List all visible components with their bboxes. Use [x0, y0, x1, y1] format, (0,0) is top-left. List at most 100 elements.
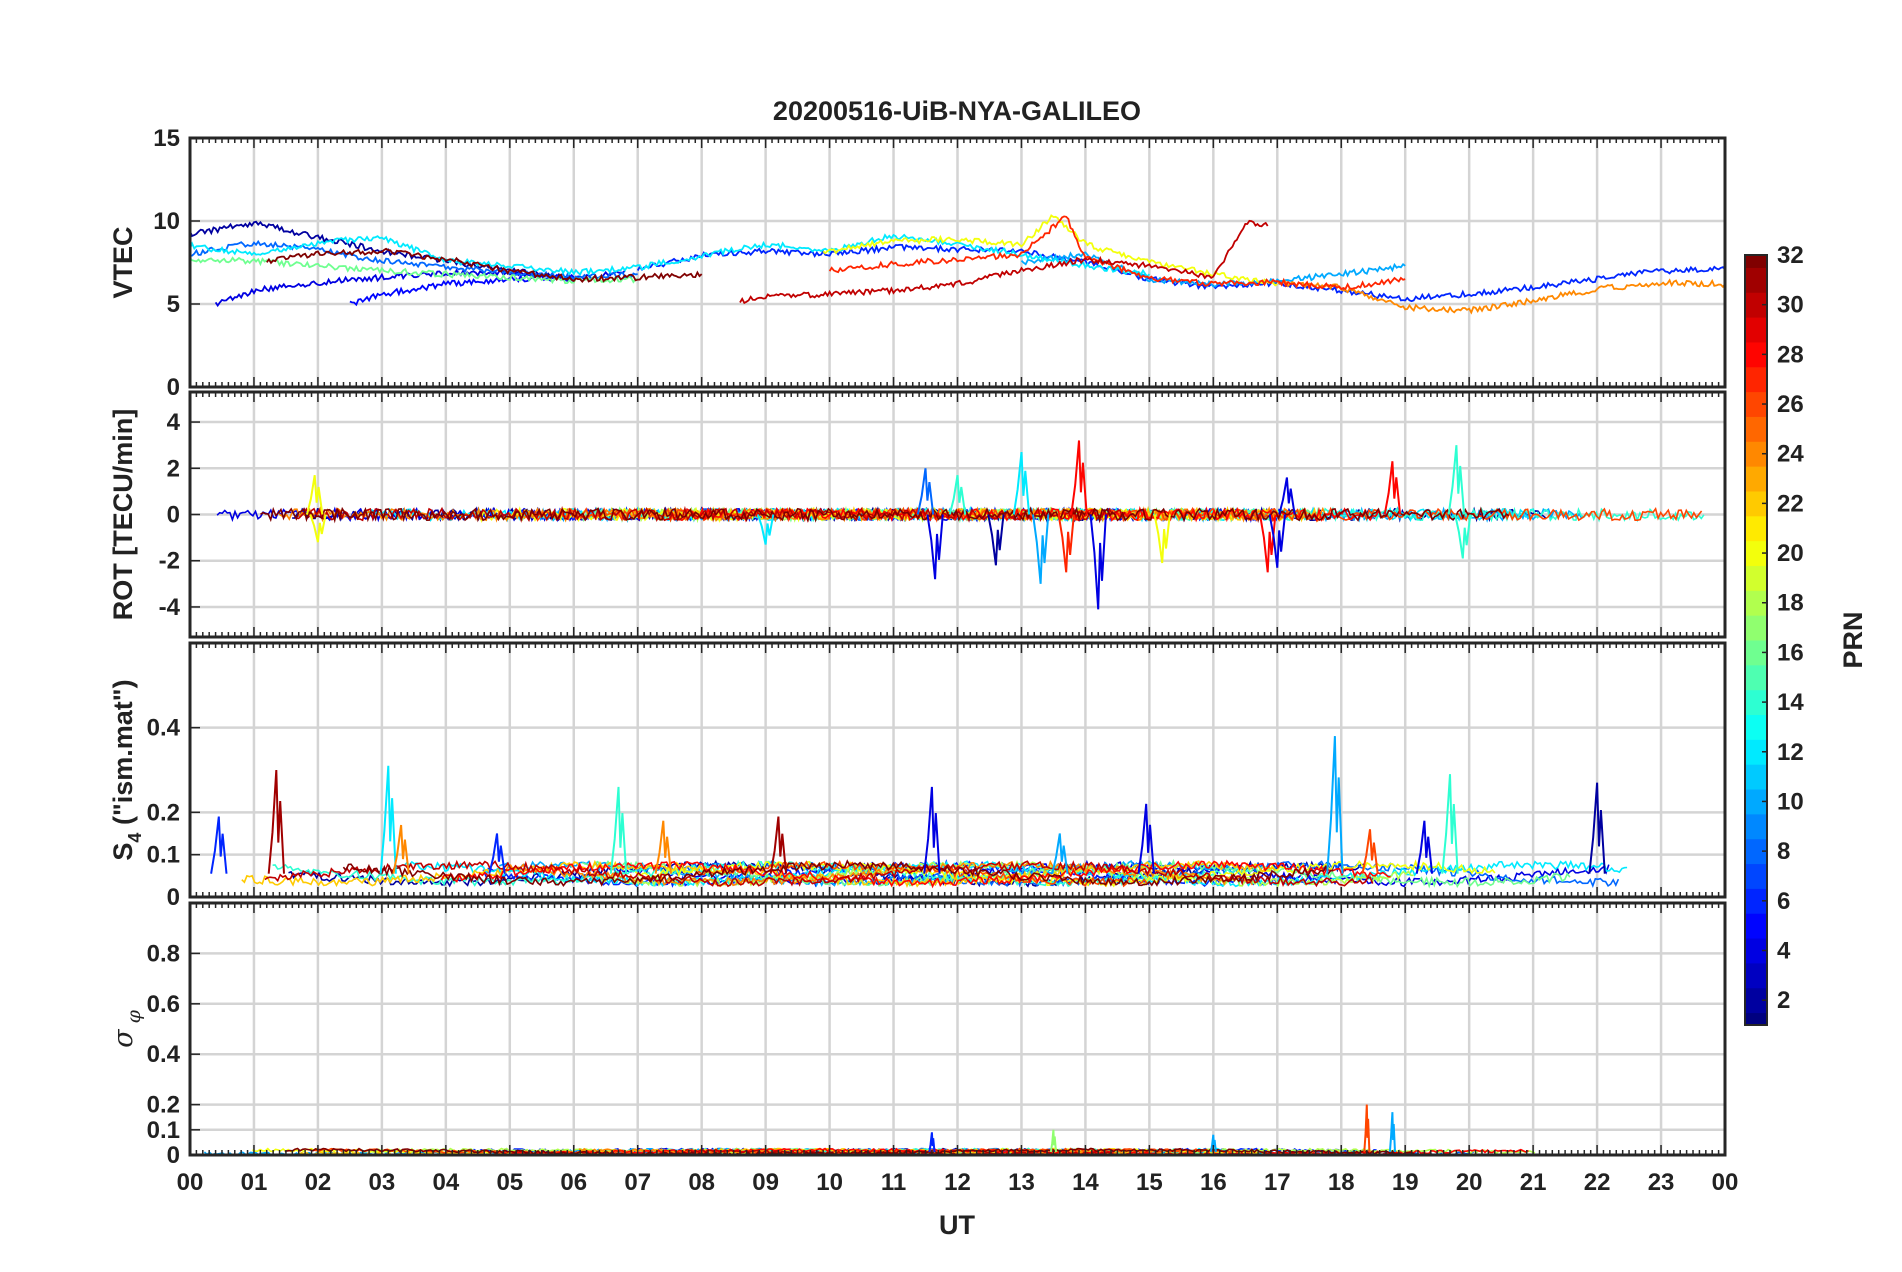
spike-rot-2: [757, 514, 775, 545]
spike-rot-18: [1454, 514, 1472, 559]
ytick-label-vtec: 5: [167, 291, 180, 318]
xtick-label: 22: [1584, 1169, 1611, 1196]
xtick-label: 08: [688, 1169, 715, 1196]
colorbar-tick-label: 4: [1777, 937, 1791, 964]
spike-s4-15: [1588, 782, 1606, 874]
series-prn-28: [440, 859, 1391, 889]
xtick-label: 09: [752, 1169, 779, 1196]
ytick-label-s4: 0.1: [147, 842, 180, 869]
colorbar-swatch: [1745, 466, 1767, 492]
colorbar-swatch: [1745, 255, 1767, 268]
xtick-label: 04: [432, 1169, 459, 1196]
colorbar-label: PRN: [1838, 611, 1868, 668]
colorbar-swatch: [1745, 888, 1767, 914]
xtick-label: 16: [1200, 1169, 1227, 1196]
series-prn-32: [260, 506, 1510, 524]
spike-s4-3: [392, 824, 410, 874]
colorbar-tick-label: 6: [1777, 888, 1790, 915]
xtick-label: 20: [1456, 1169, 1483, 1196]
colorbar-frame: [1744, 254, 1768, 1026]
spike-s4-10: [1137, 803, 1155, 874]
ticks-rot: [189, 392, 1720, 637]
spike-s4-0: [210, 816, 228, 874]
xtick-label: 02: [305, 1169, 332, 1196]
data-s4: [210, 736, 1628, 889]
xtick-label: 05: [496, 1169, 523, 1196]
ytick-label-rot: 4: [167, 409, 181, 436]
spike-rot-4: [926, 514, 944, 580]
colorbar-tick-label: 32: [1777, 242, 1804, 269]
spike-sigma_phi-0: [1363, 1104, 1371, 1153]
spike-rot-17: [1447, 445, 1466, 515]
ytick-label-s4: 0: [167, 884, 180, 911]
grid-sigma_phi: [188, 903, 1727, 1157]
ytick-label-vtec: 15: [153, 125, 180, 152]
colorbar-swatch: [1745, 1012, 1767, 1026]
xtick-label: 15: [1136, 1169, 1163, 1196]
colorbar-tick-label: 30: [1777, 292, 1804, 319]
colorbar-swatch: [1745, 292, 1767, 318]
xtick-label: 23: [1648, 1169, 1675, 1196]
spike-rot-16: [1383, 461, 1402, 515]
colorbar-swatch: [1745, 962, 1767, 989]
spike-s4-14: [1415, 820, 1434, 874]
spike-s4-4: [488, 833, 506, 874]
colorbar-swatch: [1745, 640, 1767, 666]
chart-title: 20200516-UiB-NYA-GALILEO: [773, 96, 1141, 126]
spike-rot-3: [916, 468, 935, 515]
ytick-label-rot: 2: [167, 455, 180, 482]
colorbar-swatch: [1745, 341, 1767, 368]
series-prn-10: [1020, 251, 1406, 289]
colorbar-swatch: [1745, 515, 1767, 542]
ytick-label-sigma_phi: 0.2: [147, 1092, 180, 1119]
spike-sigma_phi-1: [1388, 1112, 1396, 1153]
colorbar-swatch: [1745, 565, 1767, 591]
series-prn-32: [342, 859, 1334, 887]
colorbar-tick-label: 2: [1777, 987, 1790, 1014]
colorbar-swatch: [1745, 913, 1767, 939]
spike-s4-6: [654, 820, 672, 874]
colorbar-swatch: [1745, 317, 1767, 343]
series-prn-30: [739, 219, 1269, 305]
spike-rot-13: [1259, 514, 1277, 573]
spike-rot-7: [1012, 451, 1031, 515]
spike-rot-9: [1057, 514, 1075, 573]
colorbar-swatch: [1745, 590, 1767, 616]
colorbar-swatch: [1745, 789, 1767, 815]
spike-rot-12: [1153, 514, 1171, 564]
colorbar-swatch: [1745, 739, 1767, 765]
spike-rot-1: [309, 514, 327, 543]
series-prn-14: [272, 859, 1251, 888]
ylabel-s4: S4 ("ism.mat"): [108, 679, 145, 860]
colorbar-swatch: [1745, 540, 1767, 566]
panel-s4: 0 0.1 0.2 0.4S4 ("ism.mat"): [108, 641, 1727, 911]
series-prn-20: [634, 859, 1496, 888]
colorbar-tick-label: 20: [1777, 540, 1804, 567]
x-axis-label: UT: [939, 1210, 975, 1240]
colorbar-tick-label: 16: [1777, 639, 1804, 666]
ticks-sigma_phi: [189, 903, 1720, 1156]
colorbar-swatch: [1745, 764, 1767, 790]
colorbar-swatch: [1745, 838, 1767, 865]
xtick-label: 01: [241, 1169, 268, 1196]
xtick-label: 14: [1072, 1169, 1099, 1196]
ylabel-rot: ROT [TECU/min]: [108, 409, 138, 620]
spike-rot-11: [1089, 514, 1107, 610]
colorbar-swatch: [1745, 863, 1767, 889]
xtick-label: 13: [1008, 1169, 1035, 1196]
colorbar-tick-label: 24: [1777, 441, 1804, 468]
spike-sigma_phi-2: [1049, 1129, 1057, 1153]
spike-rot-5: [948, 475, 967, 515]
ylabel-vtec: VTEC: [108, 226, 138, 298]
spike-s4-7: [769, 816, 788, 874]
spike-sigma_phi-4: [1209, 1134, 1217, 1153]
colorbar-swatch: [1745, 391, 1767, 417]
colorbar-tick-label: 18: [1777, 590, 1804, 617]
xtick-label: 06: [560, 1169, 587, 1196]
ytick-label-vtec: 0: [167, 374, 180, 401]
spike-sigma_phi-3: [928, 1132, 936, 1153]
ytick-label-rot: -4: [159, 594, 181, 621]
series-prn-30: [296, 505, 1126, 523]
colorbar-tick-label: 26: [1777, 391, 1804, 418]
